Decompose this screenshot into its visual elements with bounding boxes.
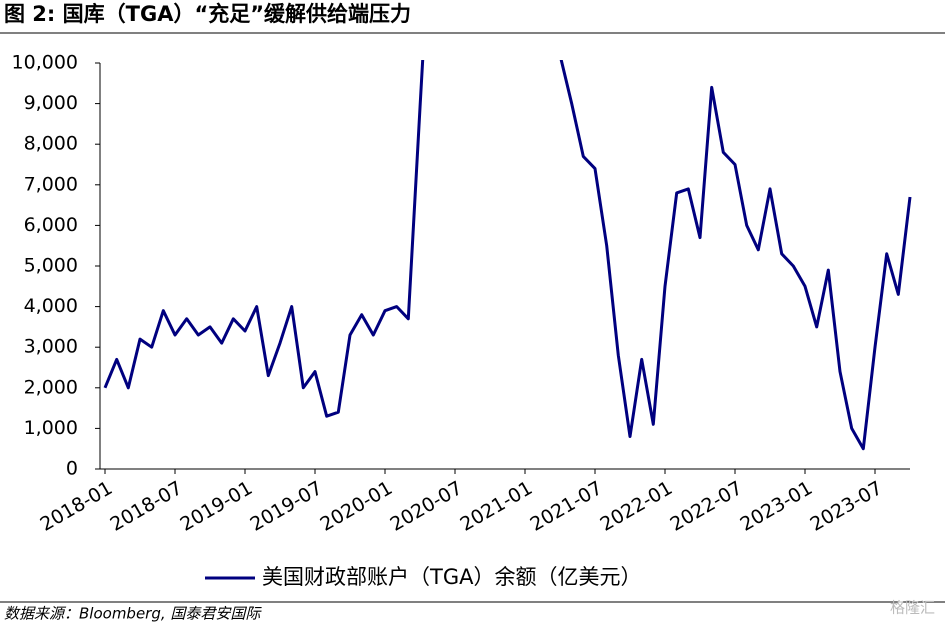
- x-tick-label: 2023-07: [806, 477, 886, 536]
- source: 数据来源：Bloomberg, 国泰君安国际: [4, 605, 262, 623]
- x-tick-label: 2020-01: [316, 477, 396, 536]
- x-tick-label: 2019-01: [176, 477, 256, 536]
- x-tick-label: 2021-01: [456, 477, 536, 536]
- x-tick-label: 2022-07: [666, 477, 746, 536]
- y-tick-label: 3,000: [24, 336, 78, 358]
- y-tick-label: 7,000: [24, 173, 78, 195]
- chart-title: 图 2: 国库（TGA）“充足”缓解供给端压力: [4, 2, 411, 26]
- y-tick-label: 8,000: [24, 133, 78, 155]
- y-tick-label: 1,000: [24, 417, 78, 439]
- y-tick-label: 6,000: [24, 214, 78, 236]
- x-tick-label: 2022-01: [596, 477, 676, 536]
- y-tick-label: 10,000: [12, 52, 78, 74]
- y-tick-label: 9,000: [24, 92, 78, 114]
- watermark: 格隆汇: [890, 599, 935, 617]
- x-tick-label: 2019-07: [246, 477, 326, 536]
- x-tick-label: 2018-01: [36, 477, 116, 536]
- x-tick-label: 2018-07: [106, 477, 186, 536]
- series-line: [103, 60, 912, 451]
- x-tick-label: 2023-01: [736, 477, 816, 536]
- y-tick-label: 2,000: [24, 376, 78, 398]
- x-tick-label: 2021-07: [526, 477, 606, 536]
- y-tick-label: 4,000: [24, 295, 78, 317]
- y-tick-label: 5,000: [24, 255, 78, 277]
- y-tick-label: 0: [66, 458, 78, 480]
- x-tick-label: 2020-07: [386, 477, 466, 536]
- legend-label: 美国财政部账户（TGA）余额（亿美元）: [262, 565, 641, 589]
